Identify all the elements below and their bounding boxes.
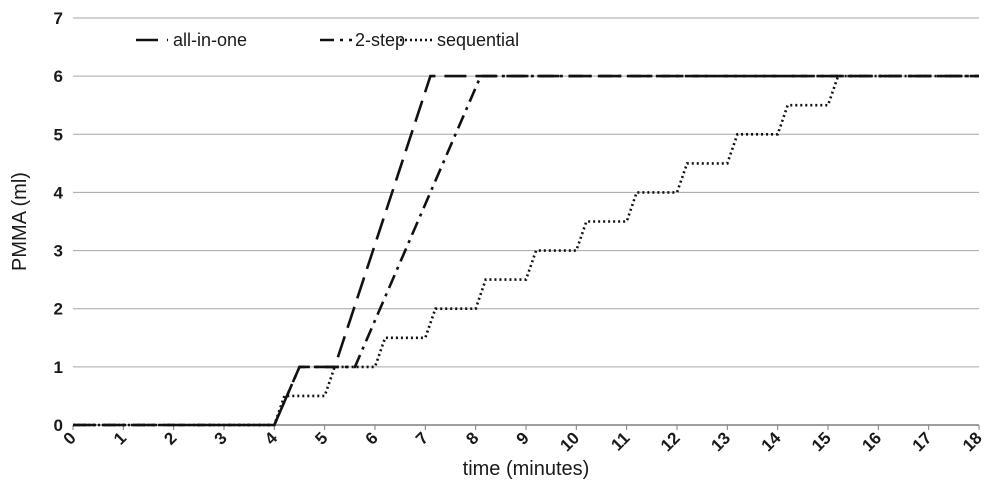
y-tick-label: 3 <box>54 242 63 261</box>
x-tick-label: 17 <box>909 428 936 455</box>
y-tick-label: 7 <box>54 9 63 28</box>
grid <box>73 17 979 368</box>
x-tick-label: 1 <box>110 428 130 448</box>
x-tick-label: 6 <box>362 428 382 448</box>
legend: all-in-one 2-step sequential <box>136 30 519 50</box>
x-tick-label: 11 <box>607 428 633 454</box>
x-tick-label: 14 <box>758 428 785 455</box>
x-tick-label: 7 <box>412 428 432 448</box>
y-axis-title: PMMA (ml) <box>9 172 31 271</box>
y-tick-label: 4 <box>54 183 64 202</box>
x-tick-label: 10 <box>556 428 583 455</box>
y-tick-label: 5 <box>54 125 63 144</box>
x-axis-title: time (minutes) <box>463 458 590 480</box>
x-tick-label: 3 <box>211 428 231 448</box>
series <box>73 74 979 427</box>
legend-label: 2-step <box>355 30 405 50</box>
x-tick-label: 8 <box>462 428 482 448</box>
x-tick-label: 16 <box>858 428 885 455</box>
y-tick-label: 6 <box>54 67 63 86</box>
x-tick-label: 18 <box>959 428 986 455</box>
y-tick-label: 2 <box>54 300 63 319</box>
series-line-2-step <box>73 74 979 427</box>
x-tick-label: 0 <box>60 428 80 448</box>
legend-label: all-in-one <box>173 30 247 50</box>
y-tick-label: 0 <box>54 416 63 435</box>
x-tick-label: 13 <box>707 428 734 455</box>
x-tick-label: 5 <box>311 428 331 448</box>
x-tick-label: 15 <box>808 428 835 455</box>
x-tick-label: 9 <box>513 428 533 448</box>
x-tick-label: 12 <box>657 428 684 455</box>
x-tick-label: 2 <box>160 428 180 448</box>
legend-label: sequential <box>437 30 519 50</box>
series-line-sequential <box>73 74 979 427</box>
x-tick-label: 4 <box>261 428 282 449</box>
y-tick-label: 1 <box>54 358 63 377</box>
